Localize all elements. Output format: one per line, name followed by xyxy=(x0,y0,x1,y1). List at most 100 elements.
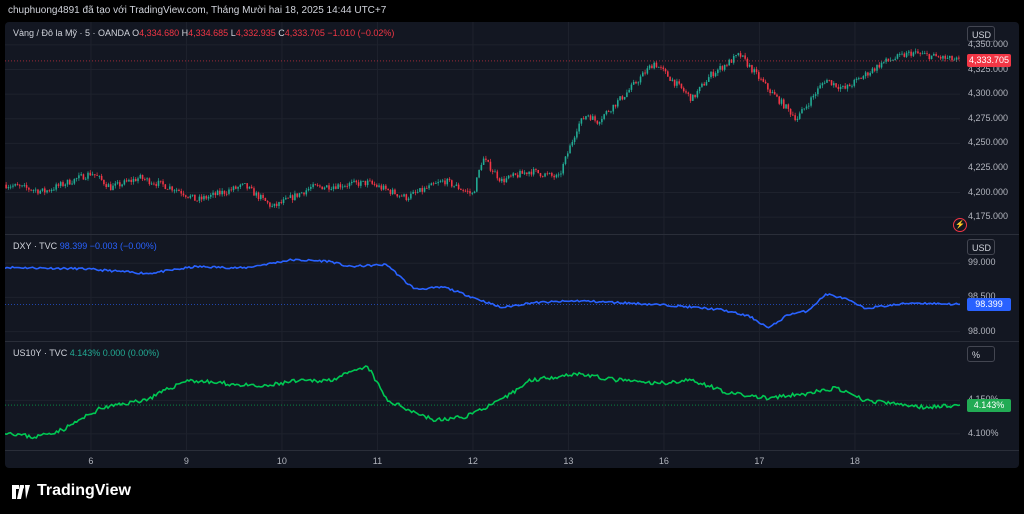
candle-body xyxy=(87,172,89,179)
candle-body xyxy=(464,190,467,192)
candle-body xyxy=(132,178,135,182)
candle-body xyxy=(396,194,399,197)
gold-candlestick-chart[interactable] xyxy=(5,22,1019,234)
candle-body xyxy=(837,86,840,90)
candle-body xyxy=(82,174,85,180)
candle-body xyxy=(207,196,210,199)
candle-body xyxy=(796,118,799,121)
candle-body xyxy=(369,180,371,182)
candle-body xyxy=(603,114,605,119)
candle-body xyxy=(764,81,767,84)
gold-legend: Vàng / Đô la Mỹ · 5 · OANDA O4,334.680 H… xyxy=(13,28,394,38)
candle-body xyxy=(373,183,376,185)
candle-body xyxy=(232,186,235,191)
candle-body xyxy=(489,161,492,171)
candle-body xyxy=(141,174,144,180)
pane-divider[interactable] xyxy=(5,341,1019,342)
gold-currency-button[interactable]: USD xyxy=(967,26,995,42)
candle-body xyxy=(96,175,98,177)
candle-body xyxy=(469,191,471,194)
gold-pane[interactable]: Vàng / Đô la Mỹ · 5 · OANDA O4,334.680 H… xyxy=(5,22,1019,234)
us10y-symbol-name[interactable]: US10Y · TVC xyxy=(13,348,68,358)
candle-body xyxy=(291,195,294,201)
candle-body xyxy=(546,173,549,175)
candle-body xyxy=(460,188,462,190)
dxy-legend: DXY · TVC 98.399 −0.003 (−0.00%) xyxy=(13,241,157,251)
candle-body xyxy=(310,186,312,189)
gold-symbol-name[interactable]: Vàng / Đô la Mỹ · 5 · OANDA xyxy=(13,28,130,38)
candle-body xyxy=(671,79,674,81)
grid-lines xyxy=(5,342,960,450)
candle-body xyxy=(705,81,708,86)
candle-body xyxy=(28,187,30,190)
candle-body xyxy=(810,97,812,106)
candle-body xyxy=(325,185,328,188)
candle-body xyxy=(908,51,910,53)
candle-body xyxy=(714,73,717,77)
us10y-pane[interactable]: US10Y · TVC 4.143% 0.000 (0.00%) % 4.150… xyxy=(5,342,1019,450)
candle-body xyxy=(387,188,389,190)
candle-body xyxy=(407,198,410,201)
candle-body xyxy=(239,184,242,187)
candle-body xyxy=(439,181,442,183)
candle-body xyxy=(416,191,419,193)
candle-body xyxy=(341,186,344,188)
dxy-pane[interactable]: DXY · TVC 98.399 −0.003 (−0.00%) USD 99.… xyxy=(5,235,1019,341)
candle-body xyxy=(225,193,228,195)
us10y-line-chart[interactable] xyxy=(5,342,1019,450)
candle-body xyxy=(330,189,333,190)
candle-body xyxy=(782,99,785,109)
price-axis-label: 4,200.000 xyxy=(968,186,1009,197)
time-axis-label: 17 xyxy=(754,456,765,466)
price-axis-label: 4.100% xyxy=(968,427,999,438)
chart-frame[interactable]: Vàng / Đô la Mỹ · 5 · OANDA O4,334.680 H… xyxy=(5,22,1019,468)
candle-body xyxy=(335,186,337,189)
candle-body xyxy=(594,116,596,121)
candle-body xyxy=(75,178,78,180)
candle-body xyxy=(898,54,901,55)
dxy-line-chart[interactable] xyxy=(5,235,1019,341)
dxy-currency-button[interactable]: USD xyxy=(967,239,995,255)
candle-body xyxy=(746,58,749,67)
candle-body xyxy=(362,180,364,182)
candle-body xyxy=(205,196,208,199)
price-axis-label: 98.500 xyxy=(968,291,996,302)
candle-body xyxy=(582,118,585,120)
candle-body xyxy=(337,184,339,189)
candle-body xyxy=(18,185,21,187)
candle-body xyxy=(767,83,769,90)
pane-divider[interactable] xyxy=(5,234,1019,235)
candle-body xyxy=(648,65,651,69)
candle-body xyxy=(855,78,858,80)
candle-body xyxy=(698,86,701,92)
candle-body xyxy=(305,190,308,195)
candle-body xyxy=(676,81,678,86)
candle-body xyxy=(378,185,380,187)
gold-close: 4,333.705 xyxy=(284,28,325,38)
dxy-value: 98.399 xyxy=(59,241,88,251)
candle-body xyxy=(98,175,101,177)
candle-body xyxy=(7,187,10,189)
candle-body xyxy=(382,185,385,190)
candle-body xyxy=(789,108,792,115)
candle-body xyxy=(757,72,760,79)
candle-body xyxy=(241,183,244,185)
candle-body xyxy=(187,196,189,198)
lightning-icon[interactable]: ⚡ xyxy=(953,218,967,232)
candle-body xyxy=(144,179,146,180)
candle-body xyxy=(428,185,430,189)
us10y-price-tag: 4.143% xyxy=(967,398,1011,412)
candle-body xyxy=(744,55,746,59)
price-axis-label: 99.000 xyxy=(968,257,996,268)
candle-body xyxy=(230,189,233,191)
us10y-unit-button[interactable]: % xyxy=(967,346,995,362)
candle-body xyxy=(41,188,44,191)
candle-body xyxy=(507,175,510,179)
candle-body xyxy=(400,195,403,197)
dxy-symbol-name[interactable]: DXY · TVC xyxy=(13,241,58,251)
candle-body xyxy=(562,163,565,174)
candle-body xyxy=(200,196,203,200)
candle-body xyxy=(885,58,887,62)
candle-body xyxy=(248,186,251,189)
candle-body xyxy=(209,194,212,197)
